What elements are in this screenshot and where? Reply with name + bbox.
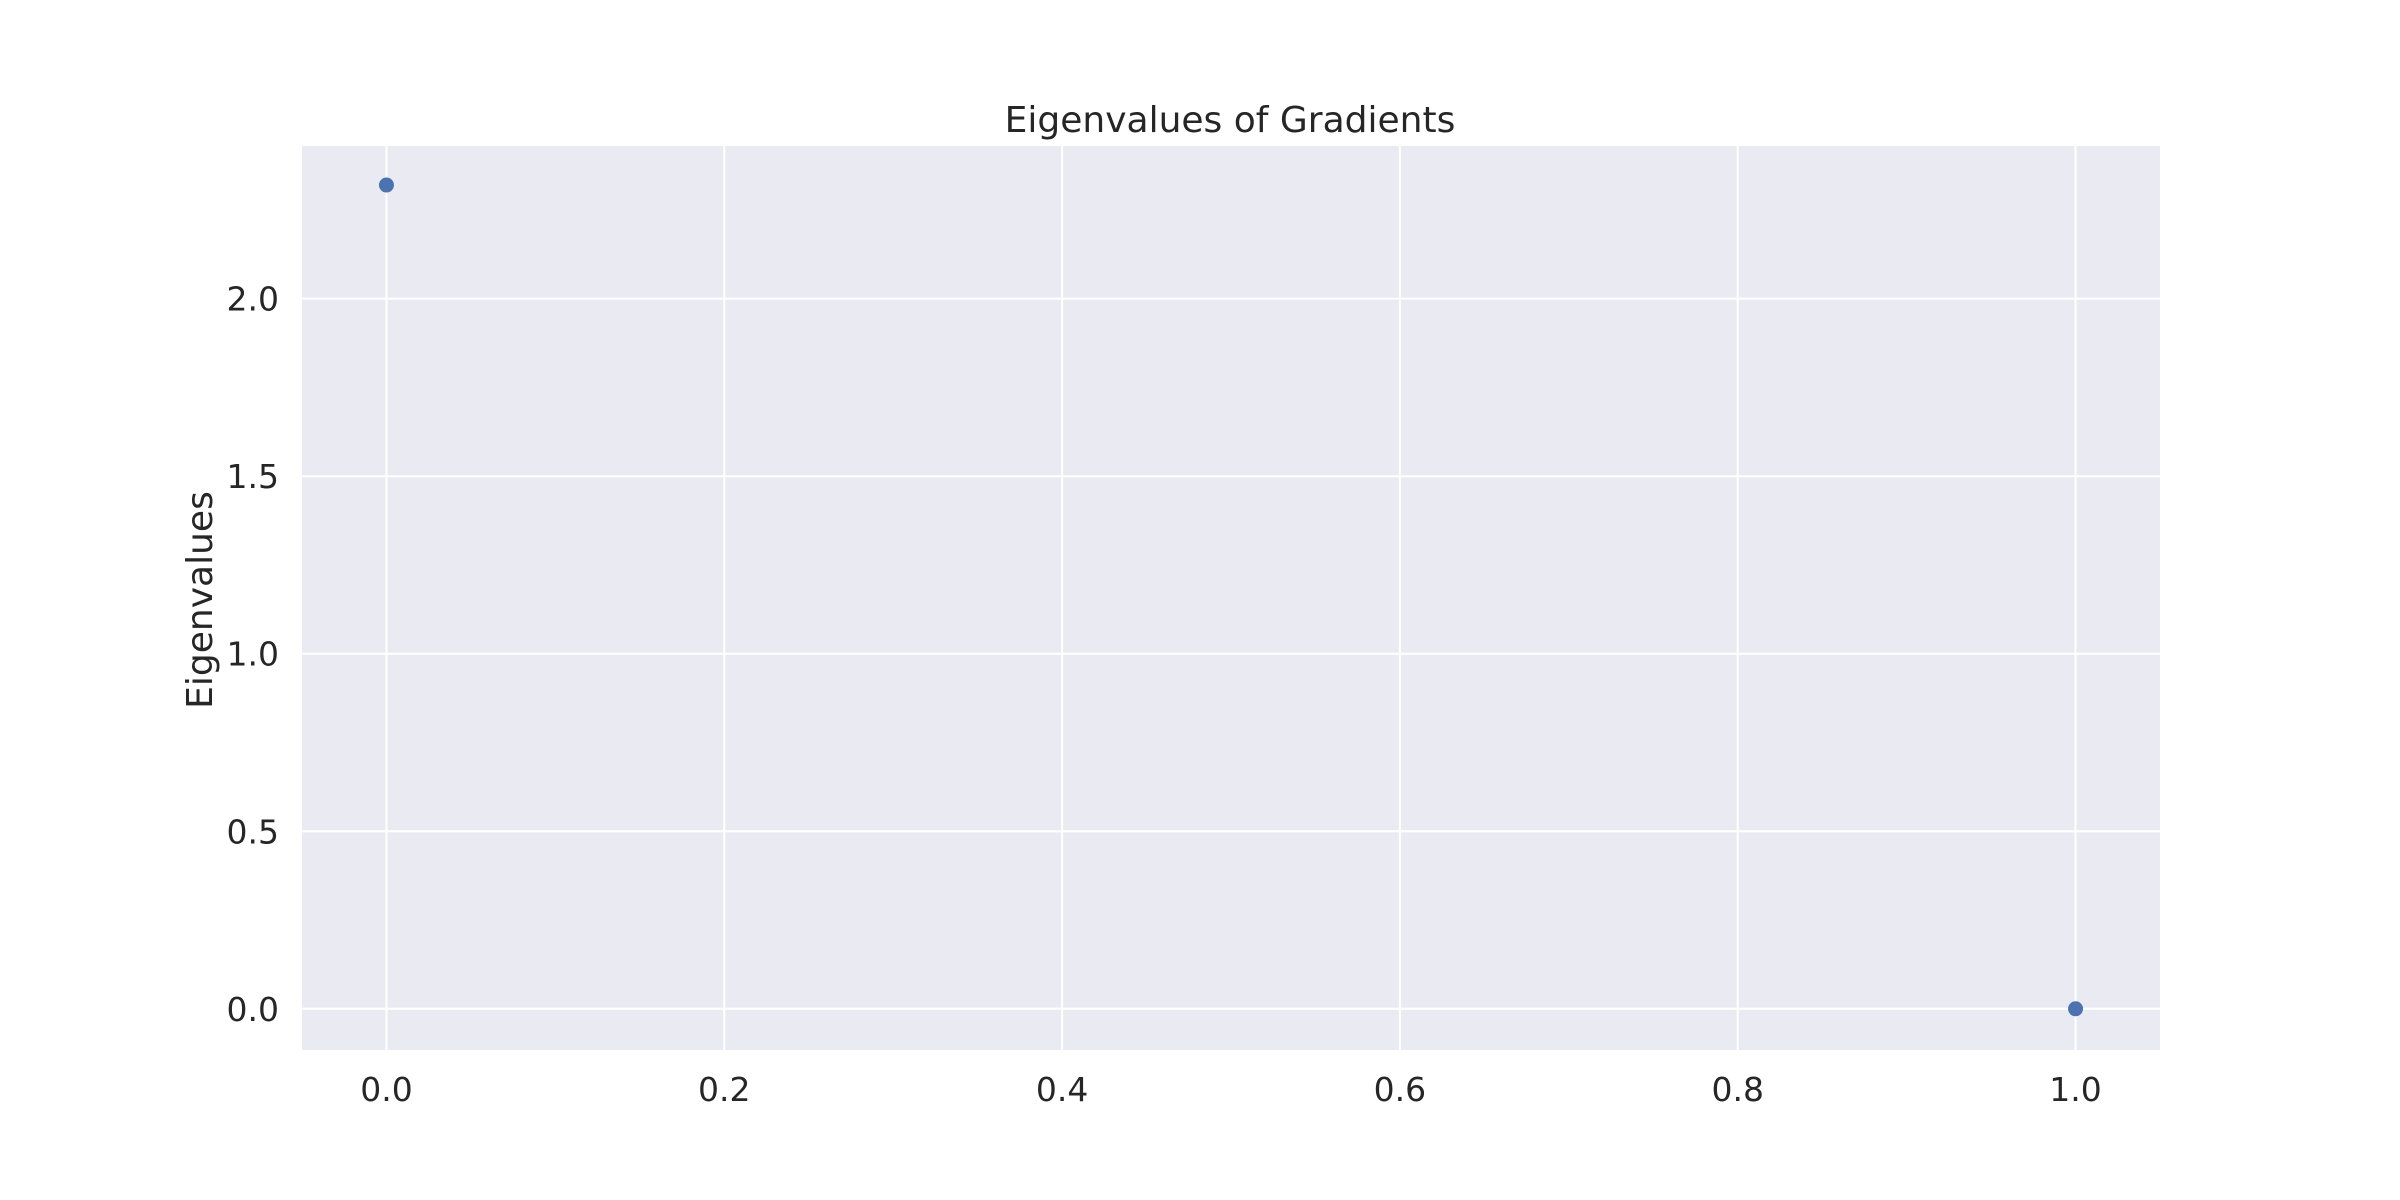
- x-tick-label: 1.0: [2049, 1070, 2101, 1109]
- y-tick-label: 0.0: [227, 990, 279, 1029]
- data-point: [2068, 1001, 2084, 1017]
- x-tick-label: 0.8: [1711, 1070, 1763, 1109]
- chart-title: Eigenvalues of Gradients: [1005, 100, 1456, 141]
- data-points: [378, 177, 2084, 1017]
- x-tick-label: 0.6: [1374, 1070, 1426, 1109]
- x-axis-ticks: 0.0 0.2 0.4 0.6 0.8 1.0: [360, 1070, 2102, 1109]
- y-tick-label: 1.5: [227, 457, 279, 496]
- x-tick-label: 0.4: [1036, 1070, 1088, 1109]
- y-axis-ticks: 0.0 0.5 1.0 1.5 2.0: [227, 280, 279, 1029]
- x-tick-label: 0.0: [360, 1070, 412, 1109]
- grid-lines: [302, 146, 2160, 1050]
- plot-area: [302, 146, 2160, 1050]
- x-tick-label: 0.2: [698, 1070, 750, 1109]
- y-axis-title: Eigenvalues: [180, 491, 221, 709]
- y-tick-label: 2.0: [227, 280, 279, 319]
- data-point: [378, 177, 394, 193]
- y-tick-label: 1.0: [227, 635, 279, 674]
- y-tick-label: 0.5: [227, 812, 279, 851]
